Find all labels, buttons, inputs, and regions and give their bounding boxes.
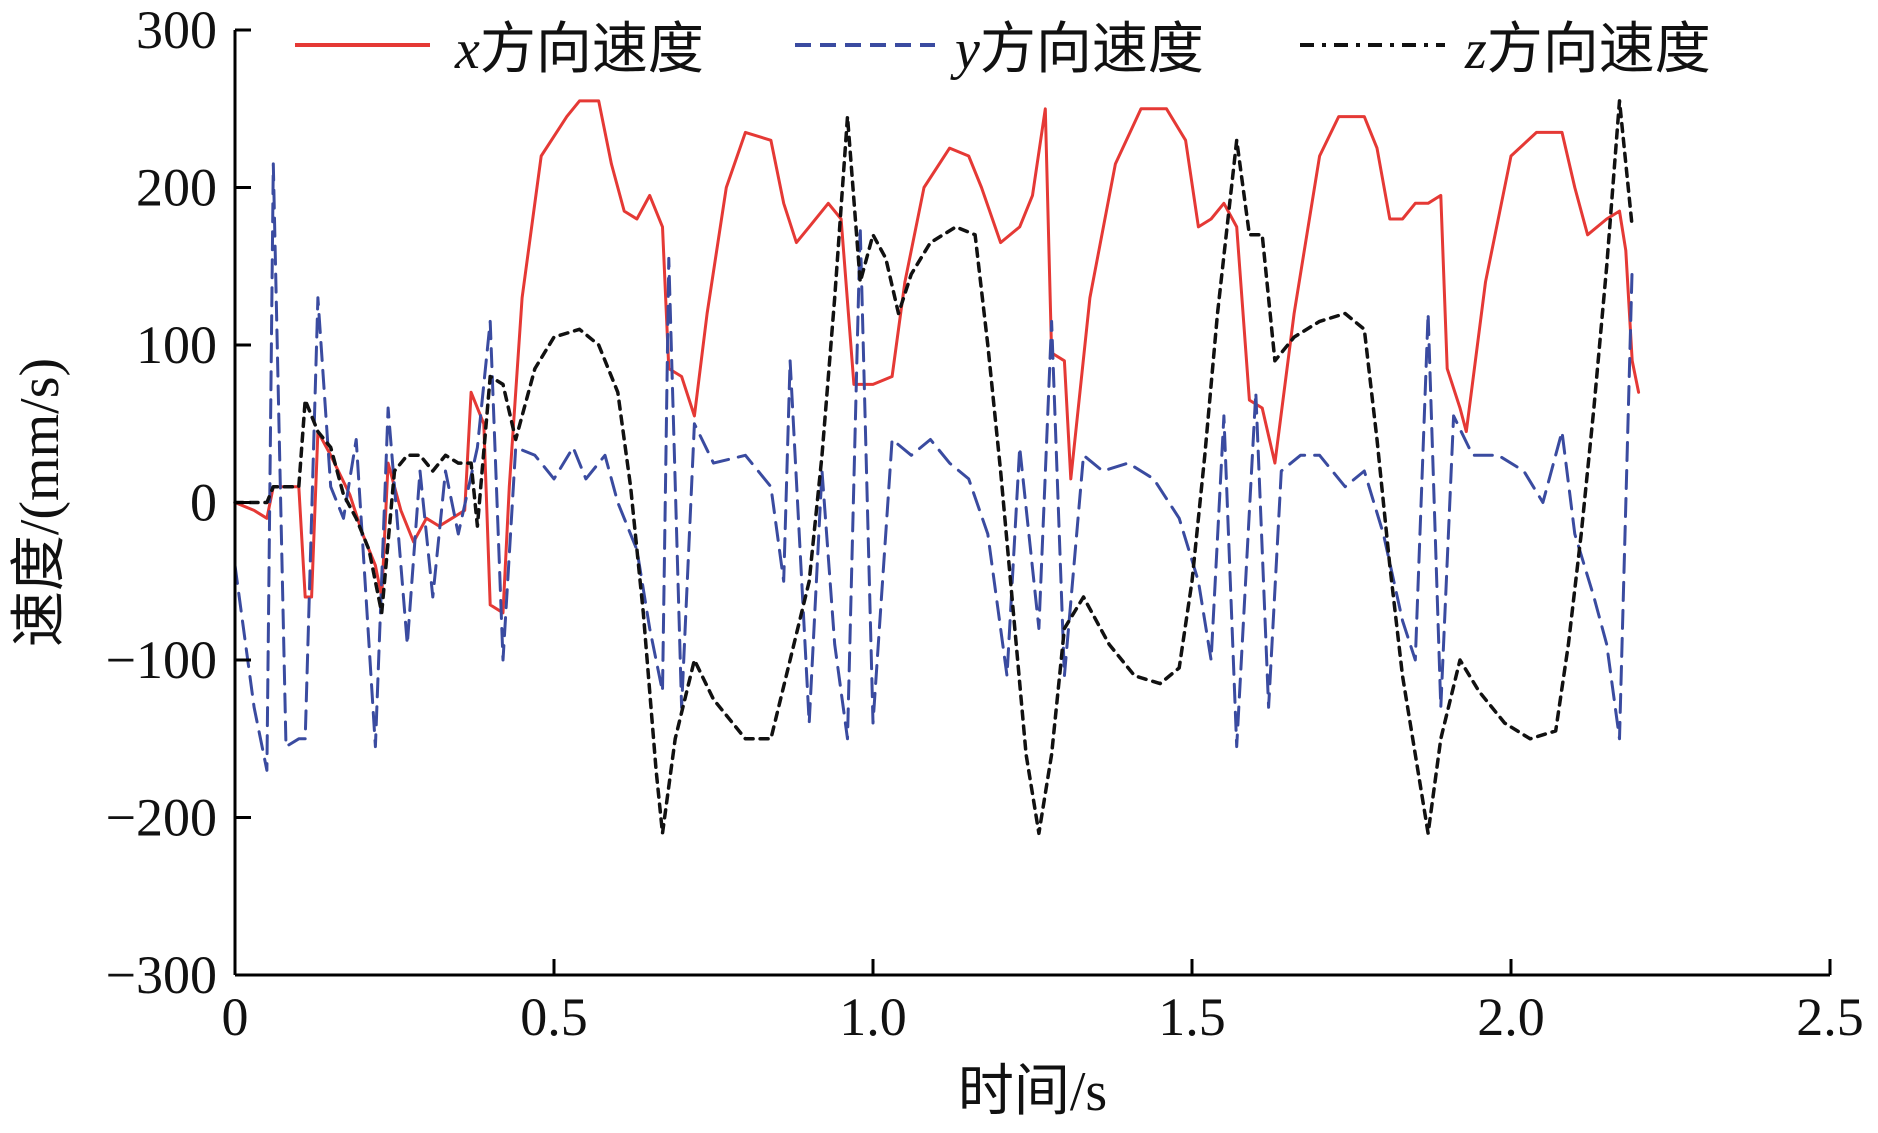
legend-label: z方向速度 (1464, 19, 1711, 81)
legend-label: x方向速度 (454, 19, 704, 81)
legend-item-1: x方向速度 (295, 19, 704, 81)
series-line-2 (233, 162, 1634, 772)
series-line-3 (233, 99, 1634, 836)
x-tick-label: 2.5 (1796, 987, 1864, 1047)
x-tick-label: 0.5 (520, 987, 588, 1047)
x-tick-label: 0 (222, 987, 249, 1047)
legend-label-variable: x (454, 19, 480, 81)
series-layer (233, 99, 1641, 836)
legend-label-variable: z (1464, 19, 1487, 81)
x-tick-label: 1.5 (1158, 987, 1226, 1047)
legend-item-2: y方向速度 (795, 19, 1204, 81)
legend-item-3: z方向速度 (1300, 19, 1711, 81)
y-tick-label: 100 (136, 315, 217, 375)
y-tick-label: 300 (136, 0, 217, 60)
series-line-1 (233, 99, 1641, 615)
y-tick-label: 0 (190, 473, 217, 533)
x-tick-label: 2.0 (1477, 987, 1545, 1047)
y-tick-label: −200 (106, 788, 217, 848)
axes-layer: 0 0.5 1.0 1.5 2.0 2.5 −300 −200 −100 0 100 200 300 时间… (9, 0, 1864, 1123)
y-tick-label: −300 (106, 945, 217, 1005)
legend-label-text: 方向速度 (480, 19, 704, 81)
x-axis-title: 时间/s (958, 1061, 1107, 1123)
legend-label: y方向速度 (950, 19, 1204, 81)
legend-label-variable: y (950, 19, 980, 81)
legend-label-text: 方向速度 (980, 19, 1204, 81)
legend: x方向速度 y方向速度 z方向速度 (295, 19, 1711, 81)
y-tick-label: −100 (106, 630, 217, 690)
y-axis-title: 速度/(mm/s) (9, 358, 71, 647)
y-tick-label: 200 (136, 158, 217, 218)
legend-label-text: 方向速度 (1487, 19, 1711, 81)
x-tick-label: 1.0 (839, 987, 907, 1047)
